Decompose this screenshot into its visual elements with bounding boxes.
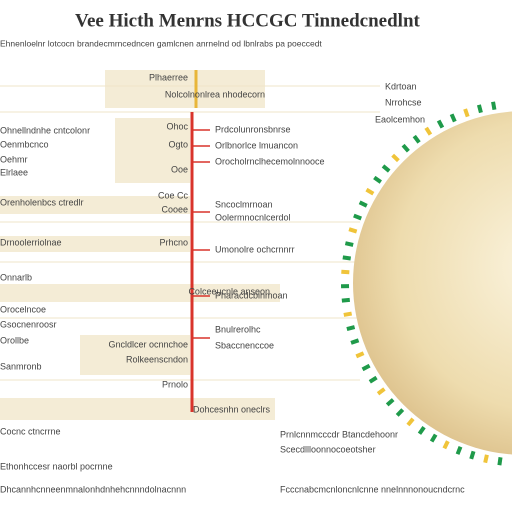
rim-dash	[469, 450, 476, 460]
left-label: Onnarlb	[0, 272, 32, 282]
left-label: Drnoolerriolnae	[0, 237, 62, 247]
branch-label: Ogto	[168, 139, 188, 149]
left-label: Oenmbcnco	[0, 139, 49, 149]
rim-dash	[348, 227, 358, 234]
branch-label: Prnolo	[162, 379, 188, 389]
rim-dash	[341, 269, 350, 275]
branch-label: Prhcno	[159, 237, 188, 247]
title: Vee Hicth Menrns HCCGC Tinnedcnedlnt	[75, 10, 421, 31]
circle-label: Nrrohcse	[385, 97, 422, 107]
rim-dash	[455, 446, 463, 455]
rim-dash	[341, 297, 351, 303]
branch-label: Dohcesnhn oneclrs	[193, 404, 271, 414]
rim-dash	[346, 325, 356, 332]
footer-text: Fcccnabcmcnloncnlcnne nnelnnnonoucndcrnc	[280, 484, 465, 494]
circle-label: Kdrtoan	[385, 81, 417, 91]
rim-dash	[483, 454, 489, 464]
rim-dash	[353, 213, 362, 221]
left-label: Oehmr	[0, 154, 28, 164]
left-label: Sanmronb	[0, 361, 42, 371]
rim-dash	[476, 104, 483, 114]
left-label: Orenholenbcs ctredlr	[0, 197, 84, 207]
rim-dash	[385, 398, 395, 407]
left-label: Orocelncoe	[0, 304, 46, 314]
rim-dash	[381, 164, 391, 173]
rim-dash	[365, 187, 375, 196]
rim-dash	[343, 311, 353, 317]
left-label: Orollbe	[0, 335, 29, 345]
center-label: Orlbnorlce lmuancon	[215, 140, 298, 150]
branch-label: Ohoc	[166, 121, 188, 131]
rim-dash	[391, 153, 400, 163]
center-label: Oolermnocnlcerdol	[215, 212, 291, 222]
branch-label: Ooe	[171, 164, 188, 174]
center-label: Sncoclmrnoan	[215, 199, 273, 209]
rim-dash	[395, 408, 405, 417]
rim-dash	[412, 134, 421, 144]
rim-dash	[373, 175, 382, 184]
center-label: Pharacdcbinmoan	[215, 290, 288, 300]
rim-dash	[368, 375, 378, 384]
center-label: Sbaccnenccoe	[215, 340, 274, 350]
rim-dash	[376, 387, 386, 396]
center-label: Orocholrnclhecemolnnooce	[215, 156, 325, 166]
footer-text: Ethonhccesr naorbl pocrnne	[0, 461, 113, 471]
rim-dash	[342, 255, 351, 261]
rim-dash	[424, 126, 433, 136]
rim-dash	[436, 119, 445, 129]
subtitle: Ehnenloelnr lotcocn brandecmrncedncen ga…	[0, 38, 322, 48]
labels: Ohnellndnhe cntcolonr Oenmbcnco Oehmr Elrla…	[0, 72, 465, 494]
rim-dash	[449, 113, 457, 123]
rim-dash	[463, 108, 470, 118]
branch-label: Plhaerree	[149, 72, 188, 82]
rim-dash	[401, 143, 410, 153]
rim-dash	[350, 338, 360, 345]
rim-dash	[340, 284, 350, 289]
branch-label: Rolkeenscndon	[126, 354, 188, 364]
circle-label: Eaolcemhon	[375, 114, 425, 124]
left-label: Cocnc ctncrrne	[0, 426, 61, 436]
rim-dash	[358, 200, 368, 208]
left-label: Ohnellndnhe cntcolonr	[0, 125, 90, 135]
left-label: Elrlaee	[0, 167, 28, 177]
branch-label: Colceeucnle anseon	[188, 286, 270, 296]
footer-text: Dhcannhcnneenmnalonhdnhehcnnndolnacnnn	[0, 484, 186, 494]
branch-label: Cooee	[161, 204, 188, 214]
branch-label: Coe Cc	[158, 190, 189, 200]
branch-label: Nolcolnonlrea nhodecorn	[165, 89, 265, 99]
circle	[353, 111, 512, 455]
rim-dash	[417, 426, 426, 435]
rim-dash	[497, 457, 503, 466]
rim-dash	[355, 351, 365, 359]
left-label: Gsocnenroosr	[0, 319, 57, 329]
rim-dash	[429, 433, 438, 443]
center-label: Umonolre ochcrnnrr	[215, 244, 295, 254]
rim-dash	[344, 241, 354, 247]
rim-dash	[491, 101, 497, 111]
guide-lines	[0, 85, 380, 381]
rim-dash	[406, 417, 415, 427]
bands	[0, 70, 280, 420]
footer-text: Prnlcnnmcccdr Btancdehoonr	[280, 429, 398, 439]
center-label: Prdcolunronsbnrse	[215, 124, 291, 134]
branch-label: Gncldlcer ocnnchoe	[108, 339, 188, 349]
footer-text: Scecdllloonnocoeotsher	[280, 444, 376, 454]
center-label: Bnulrerolhc	[215, 324, 261, 334]
rim-dash	[442, 440, 450, 450]
rim	[340, 101, 503, 466]
rim-dash	[361, 363, 371, 372]
